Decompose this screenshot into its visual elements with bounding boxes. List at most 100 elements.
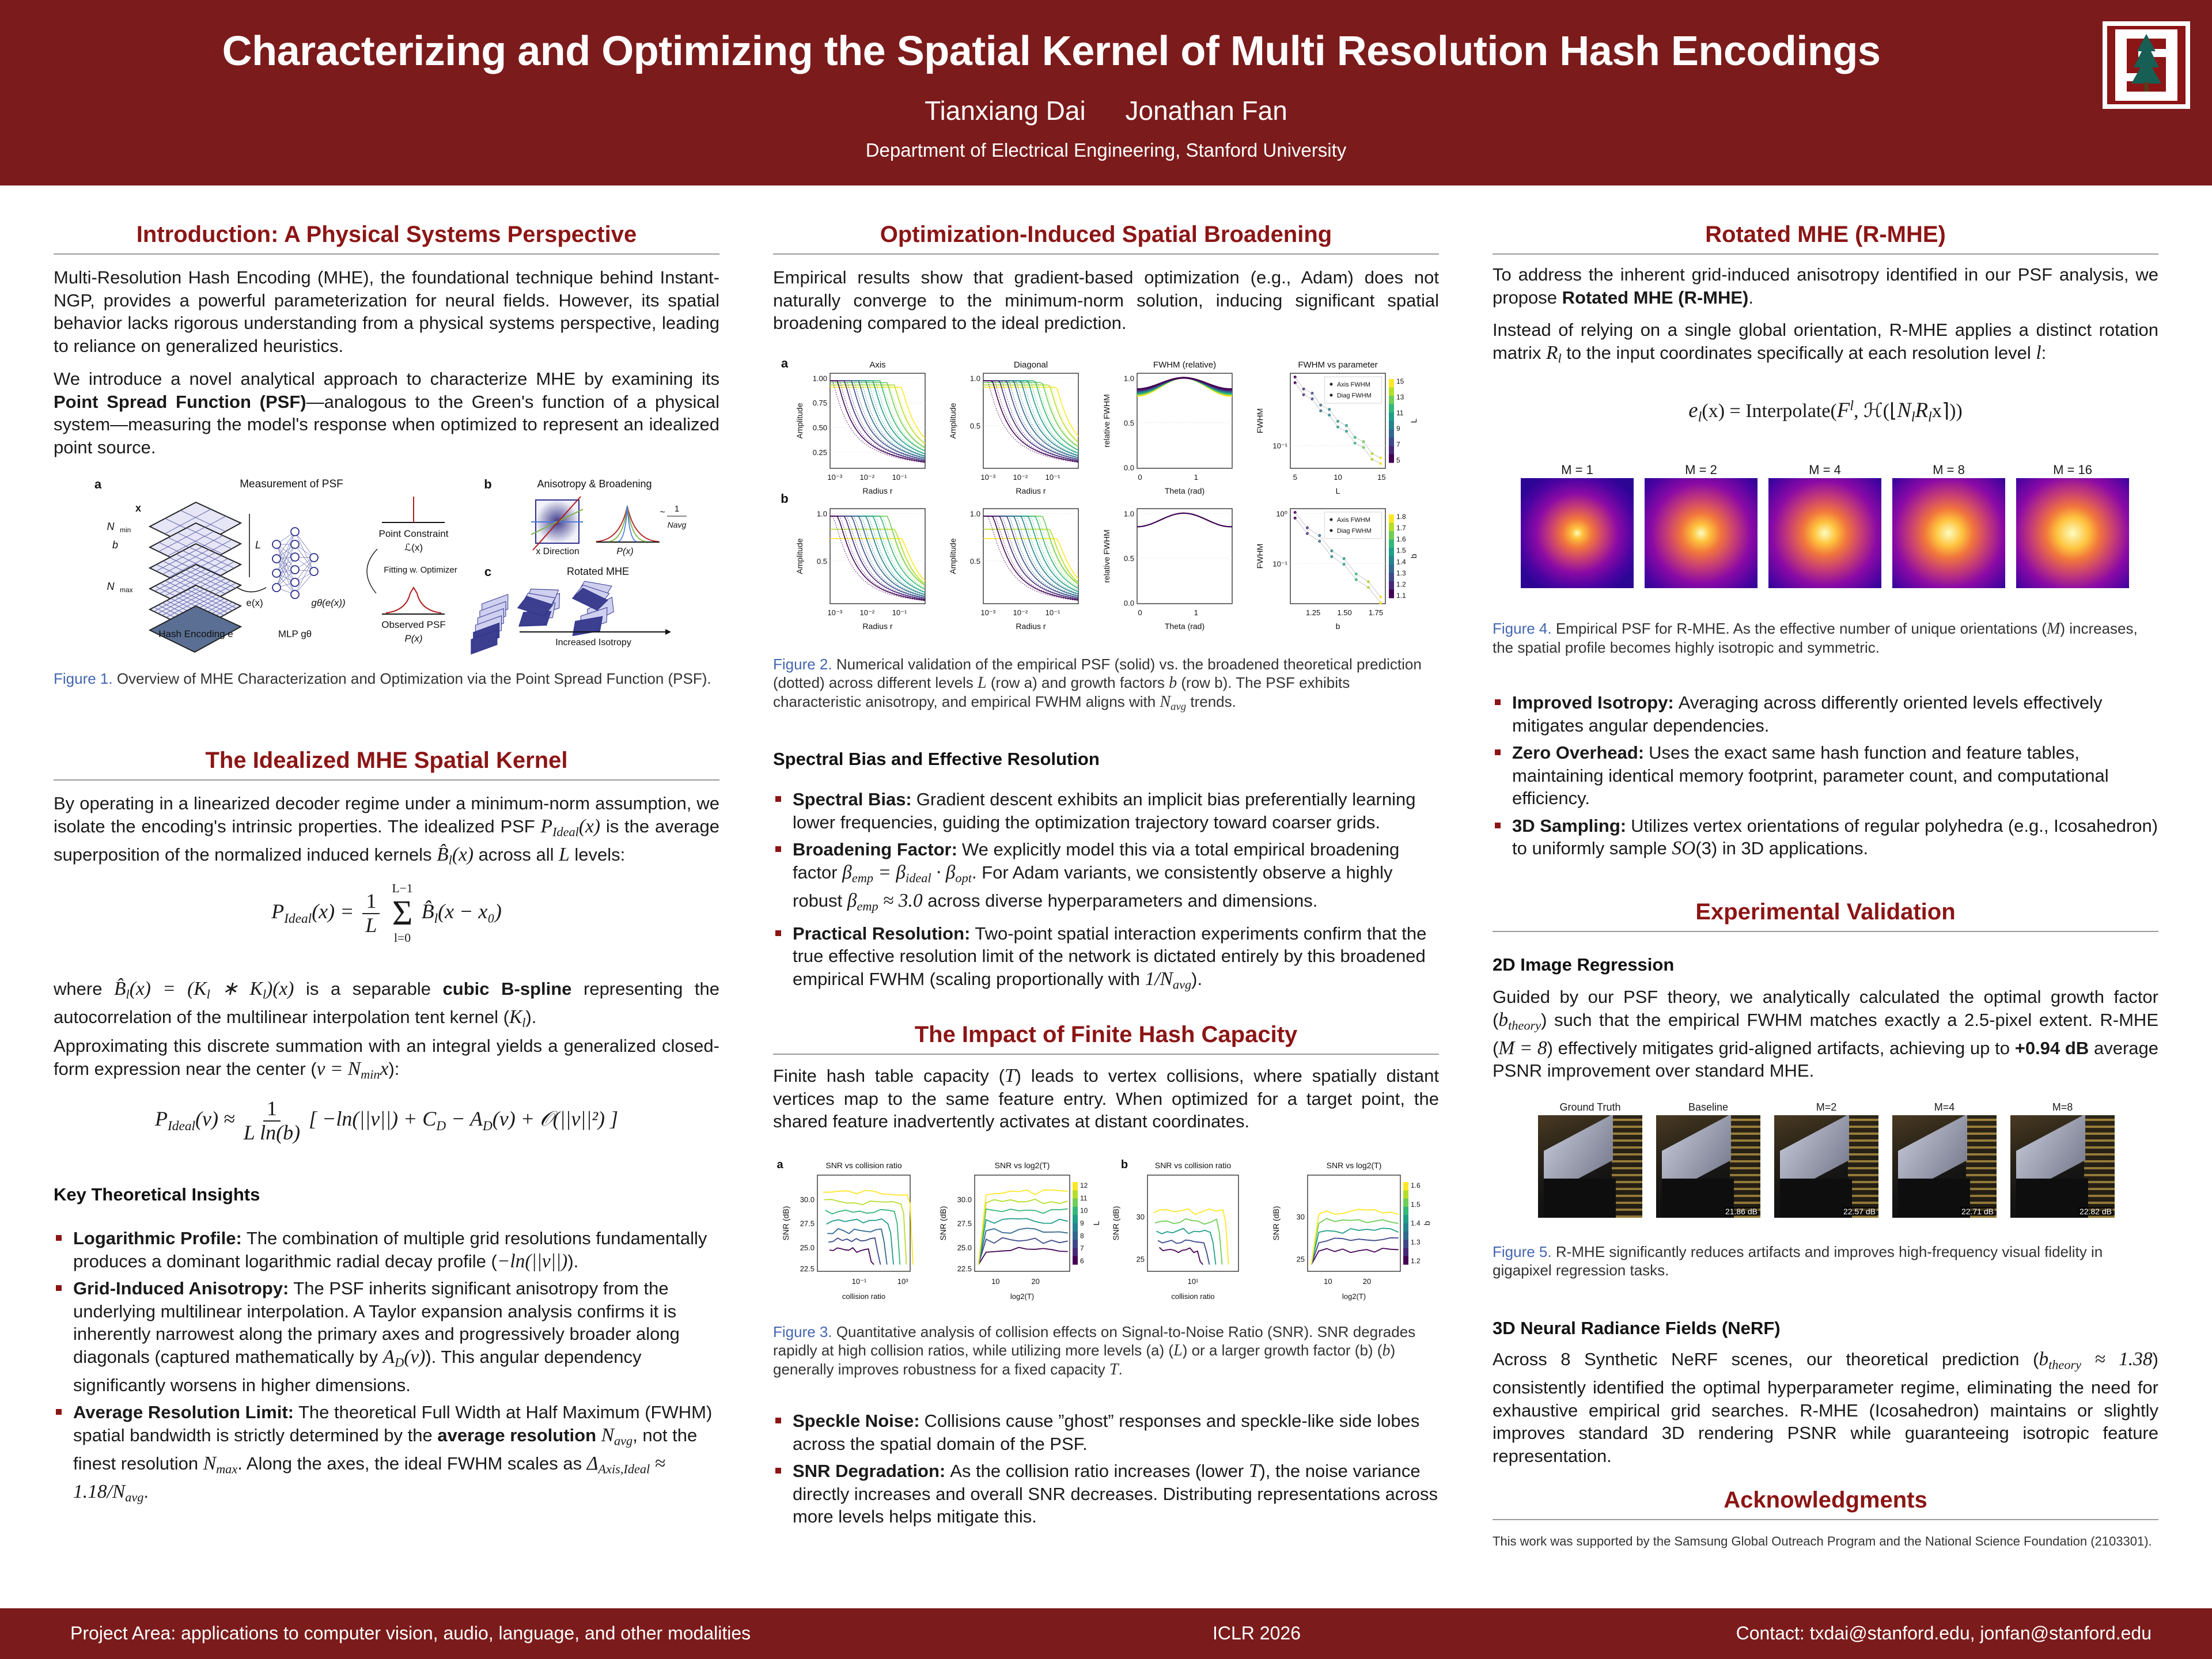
mlp-edge <box>276 531 296 588</box>
math: (v) + 𝒪(||v||²) ] <box>492 1107 619 1130</box>
colorbar-segment <box>1403 1256 1408 1265</box>
psf-image <box>1645 478 1758 588</box>
text: The combination of multiple grid resolut… <box>73 1228 707 1271</box>
grid-line <box>164 509 211 535</box>
row-label: a <box>777 1158 783 1171</box>
legend-marker <box>1330 518 1333 521</box>
text: —analogous to the Green's function of a … <box>54 391 719 457</box>
colorbar-label: L <box>1409 418 1418 423</box>
regression-image: 22.82 dB <box>2010 1115 2115 1218</box>
psf-curve-solid <box>830 382 926 449</box>
math-subscript: l <box>1558 351 1562 366</box>
psf-curve-dotted <box>983 516 1079 594</box>
image-layer <box>148 605 243 653</box>
mlp-node <box>272 583 281 592</box>
grid-line <box>153 586 200 612</box>
figure-text: 1 <box>675 504 679 514</box>
psf-curve-solid <box>830 516 926 601</box>
snr-curve <box>1310 1248 1399 1265</box>
math: K <box>509 1006 522 1028</box>
grid-line <box>185 569 231 592</box>
math: T <box>1248 1460 1260 1482</box>
snr-curve <box>1310 1209 1399 1265</box>
nerf-paragraph: Across 8 Synthetic NeRF scenes, our theo… <box>1493 1348 2158 1467</box>
sum-upper-limit: L−1 <box>392 881 413 895</box>
math-subscript: l <box>1698 409 1702 425</box>
bold-text: Rotated MHE (R-MHE) <box>1562 287 1749 308</box>
colorbar-segment <box>1073 1256 1078 1265</box>
tick-label: 25 <box>1297 1255 1305 1263</box>
building-lights <box>1612 1115 1642 1218</box>
text: Across 8 Synthetic NeRF scenes, our theo… <box>1493 1349 2039 1369</box>
grid-line <box>169 552 215 578</box>
psf-curve-dotted <box>830 529 926 588</box>
conference-name: ICLR 2026 <box>1213 1623 1301 1643</box>
math-subscript: avg <box>613 1433 633 1448</box>
image-label: M=4 <box>1934 1101 1955 1113</box>
math: b <box>1498 1009 1509 1031</box>
affiliation: Department of Electrical Engineering, St… <box>865 139 1347 161</box>
math: B̂ <box>114 978 126 999</box>
tick-label: 0.5 <box>970 557 980 566</box>
sum-symbol: Σ <box>392 893 413 933</box>
psf-curve-solid <box>830 380 926 462</box>
subplot-frame <box>1147 1175 1239 1272</box>
mlp-node <box>290 552 300 562</box>
spectral-bias-list: Spectral Bias: Gradient descent exhibits … <box>773 788 1439 1001</box>
colorbar-tick: 1.7 <box>1396 524 1406 532</box>
snr-curve <box>978 1218 1068 1265</box>
math: (x) <box>452 843 474 865</box>
math-subscript: l <box>126 987 130 1002</box>
math-subscript: avg <box>1171 700 1187 713</box>
bullet-text: Averaging across differently oriented le… <box>1512 692 2103 736</box>
grid-line <box>180 572 226 594</box>
row-label: a <box>781 356 789 370</box>
grid-line <box>186 527 232 550</box>
math-subscript: Ideal <box>167 1119 196 1134</box>
text: Interpolate( <box>1745 400 1837 422</box>
tick-label: 0 <box>1138 473 1142 482</box>
row-label: b <box>1121 1158 1128 1171</box>
subplot-title: SNR vs collision ratio <box>1155 1161 1231 1170</box>
snr-curve <box>1310 1228 1399 1265</box>
axis-label: SNR (dB) <box>1271 1206 1281 1241</box>
subheading-2d-image-regression: 2D Image Regression <box>1493 955 1675 975</box>
tick-label: 10⁰ <box>1276 509 1287 518</box>
psf-curve-dotted <box>830 384 926 448</box>
tick-label: 15 <box>1377 473 1385 482</box>
axis-label: log2(T) <box>1342 1292 1366 1301</box>
poster-title: Characterizing and Optimizing the Spatia… <box>222 28 1881 74</box>
snr-curve <box>1154 1218 1223 1265</box>
author-name: Tianxiang Dai <box>925 96 1086 126</box>
bold-text: +0.94 dB <box>2014 1037 2089 1058</box>
tick-label: 10⁻¹ <box>892 608 907 617</box>
psf-curve-solid <box>830 380 926 460</box>
colorbar-tick: 8 <box>1080 1232 1084 1240</box>
psf-curve-solid <box>830 538 926 582</box>
bullet-term: Grid-Induced Anisotropy: <box>73 1278 289 1298</box>
colorbar-tick: 9 <box>1080 1219 1084 1228</box>
regression-image: 22.71 dB <box>1892 1115 1997 1218</box>
snr-curve <box>1310 1218 1399 1265</box>
snr-curve <box>978 1189 1068 1265</box>
math: R <box>1915 398 1928 422</box>
grid-line <box>190 567 236 589</box>
grid-line <box>156 546 203 571</box>
panel-title: Rotated MHE <box>567 566 629 577</box>
colorbar-segment <box>1403 1182 1408 1191</box>
mlp-edge <box>294 531 315 558</box>
tick-label: 0.25 <box>813 448 827 457</box>
project-area: Project Area: applications to computer v… <box>70 1623 751 1643</box>
figure-text: x Direction <box>536 547 579 556</box>
snr-curve <box>978 1247 1068 1265</box>
psf-curve-solid <box>983 380 1079 461</box>
legend-box <box>1324 376 1382 404</box>
fwhm-curve <box>1137 512 1233 528</box>
contact-emails[interactable]: Contact: txdai@stanford.edu, jonfan@stan… <box>1736 1623 2152 1643</box>
text: average PSNR improvement over standard M… <box>1493 1037 2159 1081</box>
mlp-node <box>290 565 300 574</box>
text: Averaging across differently oriented le… <box>1512 692 2103 736</box>
mlp-edge <box>276 558 296 595</box>
math-subscript: D <box>482 1119 493 1134</box>
